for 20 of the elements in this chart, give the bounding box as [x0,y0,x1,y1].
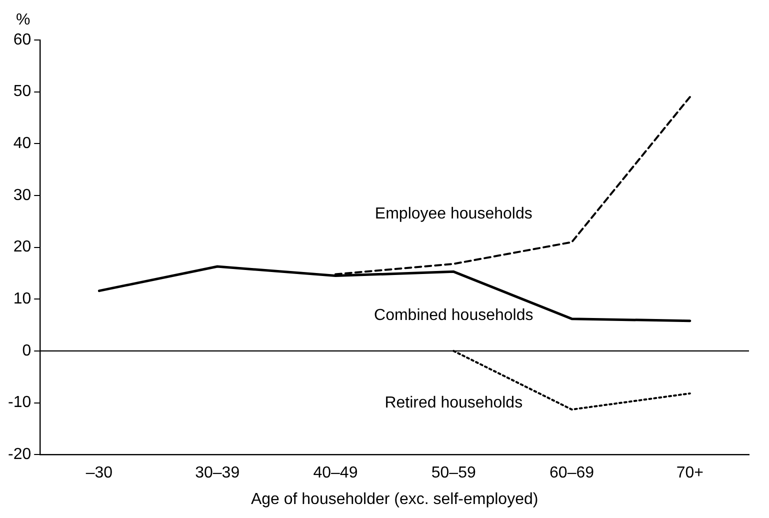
x-tick-label: –30 [86,464,113,482]
y-axis-title: % [16,11,30,28]
x-tick-label: 40–49 [313,464,358,482]
y-tick-label: -20 [8,446,32,464]
series-label: Employee households [374,205,532,222]
series-label: Combined households [374,307,534,324]
series-label: Retired households [384,394,523,412]
y-tick-label: 50 [13,83,32,100]
x-tick-label: 70+ [676,464,704,482]
y-tick-label: 10 [13,290,32,308]
y-tick-label: 60 [13,31,32,48]
x-axis-title: Age of householder (exc. self-employed) [250,490,538,508]
y-tick-label: 20 [13,238,32,256]
y-tick-label: 30 [13,186,32,204]
y-tick-label: -10 [8,394,32,412]
x-tick-label: 60–69 [550,464,594,482]
y-tick-label: 0 [22,342,32,360]
x-tick-label: 30–39 [195,464,240,482]
x-tick-label: 50–59 [431,464,476,482]
y-tick-label: 40 [13,135,32,152]
